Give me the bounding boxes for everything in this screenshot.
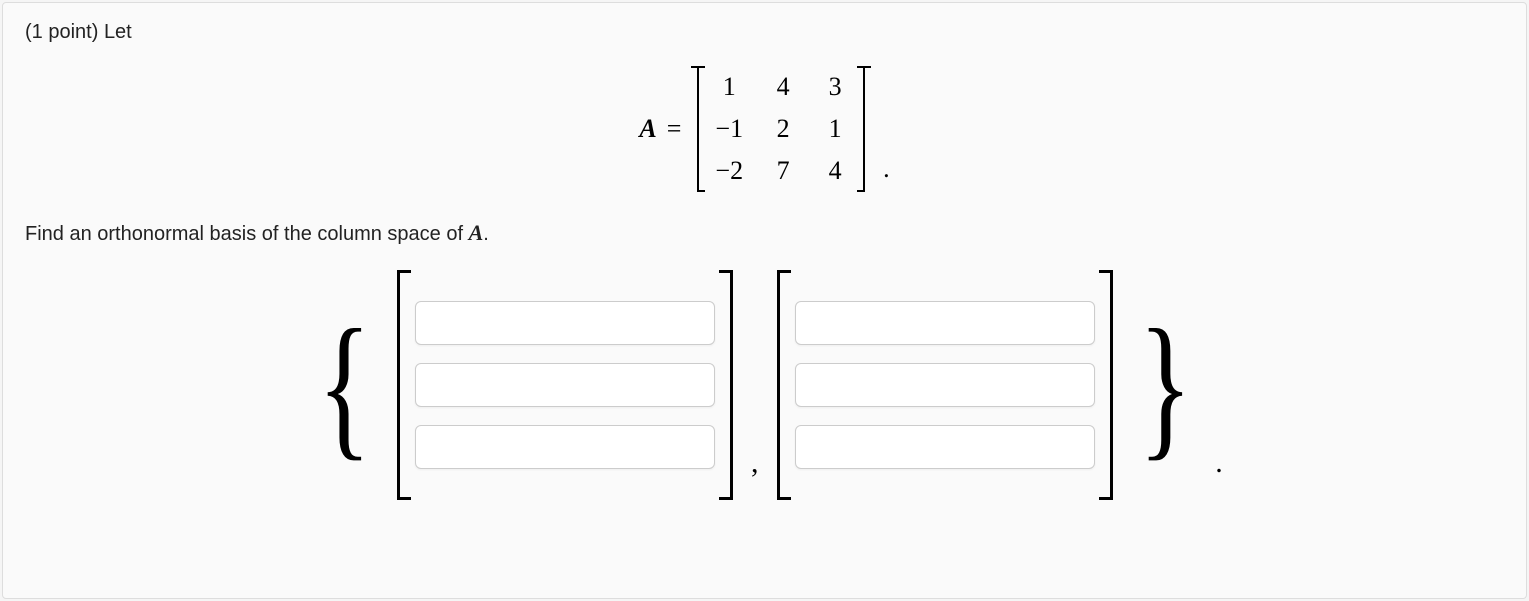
problem-container: (1 point) Let A = 1 4 3 −1 2 1 −2 7 4 <box>2 2 1527 599</box>
right-bracket-icon <box>861 66 871 192</box>
vector2-entry1-input[interactable] <box>795 301 1095 345</box>
matrix-cell: 1 <box>715 72 743 102</box>
right-bracket-icon <box>725 270 741 500</box>
instruction-period: . <box>483 223 489 245</box>
matrix-cell: 7 <box>771 156 795 186</box>
vector2-entry3-input[interactable] <box>795 425 1095 469</box>
equals-sign: = <box>667 114 682 144</box>
end-period: . <box>1215 446 1223 480</box>
vector2-entry2-input[interactable] <box>795 363 1095 407</box>
points-label: (1 point) <box>25 21 104 43</box>
instruction-variable-A: A <box>469 220 484 245</box>
vector-1 <box>389 270 741 500</box>
matrix-grid: 1 4 3 −1 2 1 −2 7 4 <box>701 66 861 192</box>
instruction-text: Find an orthonormal basis of the column … <box>25 223 469 245</box>
vector-2-inputs <box>785 270 1105 500</box>
intro-line: (1 point) Let <box>25 21 1504 44</box>
matrix-cell: 4 <box>823 156 847 186</box>
vector1-entry2-input[interactable] <box>415 363 715 407</box>
close-curly-brace-icon: } <box>1138 313 1192 457</box>
vector1-entry1-input[interactable] <box>415 301 715 345</box>
matrix-cell: −1 <box>715 114 743 144</box>
vector-1-inputs <box>405 270 725 500</box>
right-bracket-icon <box>1105 270 1121 500</box>
open-curly-brace-icon: { <box>318 313 372 457</box>
instruction-line: Find an orthonormal basis of the column … <box>25 220 1504 246</box>
matrix-variable-A: A <box>639 114 656 144</box>
matrix-cell: 3 <box>823 72 847 102</box>
matrix-definition: A = 1 4 3 −1 2 1 −2 7 4 . <box>25 66 1504 192</box>
matrix-period: . <box>883 154 890 184</box>
matrix-A: 1 4 3 −1 2 1 −2 7 4 <box>691 66 871 192</box>
intro-text: Let <box>104 21 132 43</box>
left-bracket-icon <box>389 270 405 500</box>
matrix-cell: 1 <box>823 114 847 144</box>
vector1-entry3-input[interactable] <box>415 425 715 469</box>
vector-2 <box>769 270 1121 500</box>
answer-section: { , } . <box>25 270 1504 500</box>
matrix-cell: 4 <box>771 72 795 102</box>
left-bracket-icon <box>691 66 701 192</box>
set-comma: , <box>751 446 759 480</box>
left-bracket-icon <box>769 270 785 500</box>
matrix-cell: 2 <box>771 114 795 144</box>
matrix-cell: −2 <box>715 156 743 186</box>
basis-set: { , } . <box>306 270 1223 500</box>
matrix-equation: A = 1 4 3 −1 2 1 −2 7 4 . <box>639 66 889 192</box>
